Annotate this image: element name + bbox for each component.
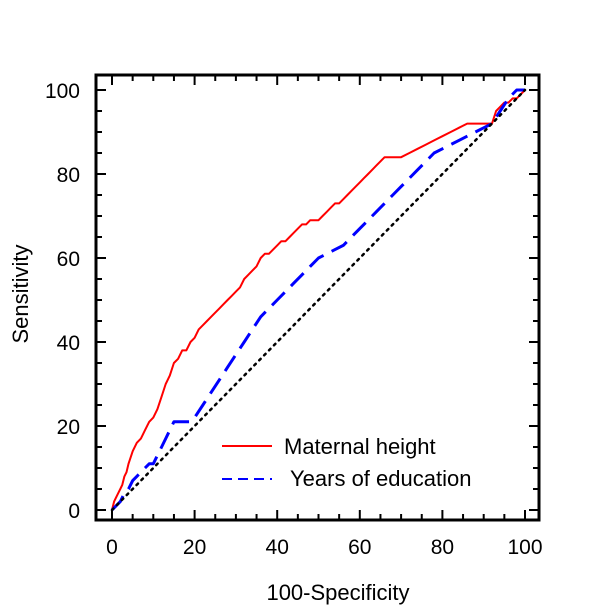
x-tick-label-0: 0 (106, 536, 118, 559)
legend: Maternal height Years of education (222, 434, 471, 491)
x-tick-label-100: 100 (507, 536, 542, 559)
ticks-layer: 0 20 40 60 80 100 0 20 40 60 80 100 (45, 75, 543, 559)
y-tick-label-40: 40 (57, 332, 80, 355)
y-axis-title: Sensitivity (8, 244, 33, 343)
series-line-reference (110, 88, 527, 512)
x-tick-label-60: 60 (348, 536, 371, 559)
series-line-years-of-education (110, 88, 525, 512)
x-tick-label-20: 20 (183, 536, 206, 559)
legend-label-maternal-height: Maternal height (284, 434, 436, 459)
y-tick-label-0: 0 (68, 500, 80, 523)
x-tick-label-40: 40 (266, 536, 289, 559)
y-tick-label-20: 20 (57, 416, 80, 439)
y-tick-label-60: 60 (57, 248, 80, 271)
y-tick-label-100: 100 (45, 80, 80, 103)
x-tick-label-80: 80 (431, 536, 454, 559)
x-axis-title: 100-Specificity (266, 580, 409, 605)
legend-label-years-of-education: Years of education (290, 466, 471, 491)
marks-layer (110, 88, 527, 512)
series-line-maternal-height (111, 89, 526, 511)
y-tick-label-80: 80 (57, 164, 80, 187)
